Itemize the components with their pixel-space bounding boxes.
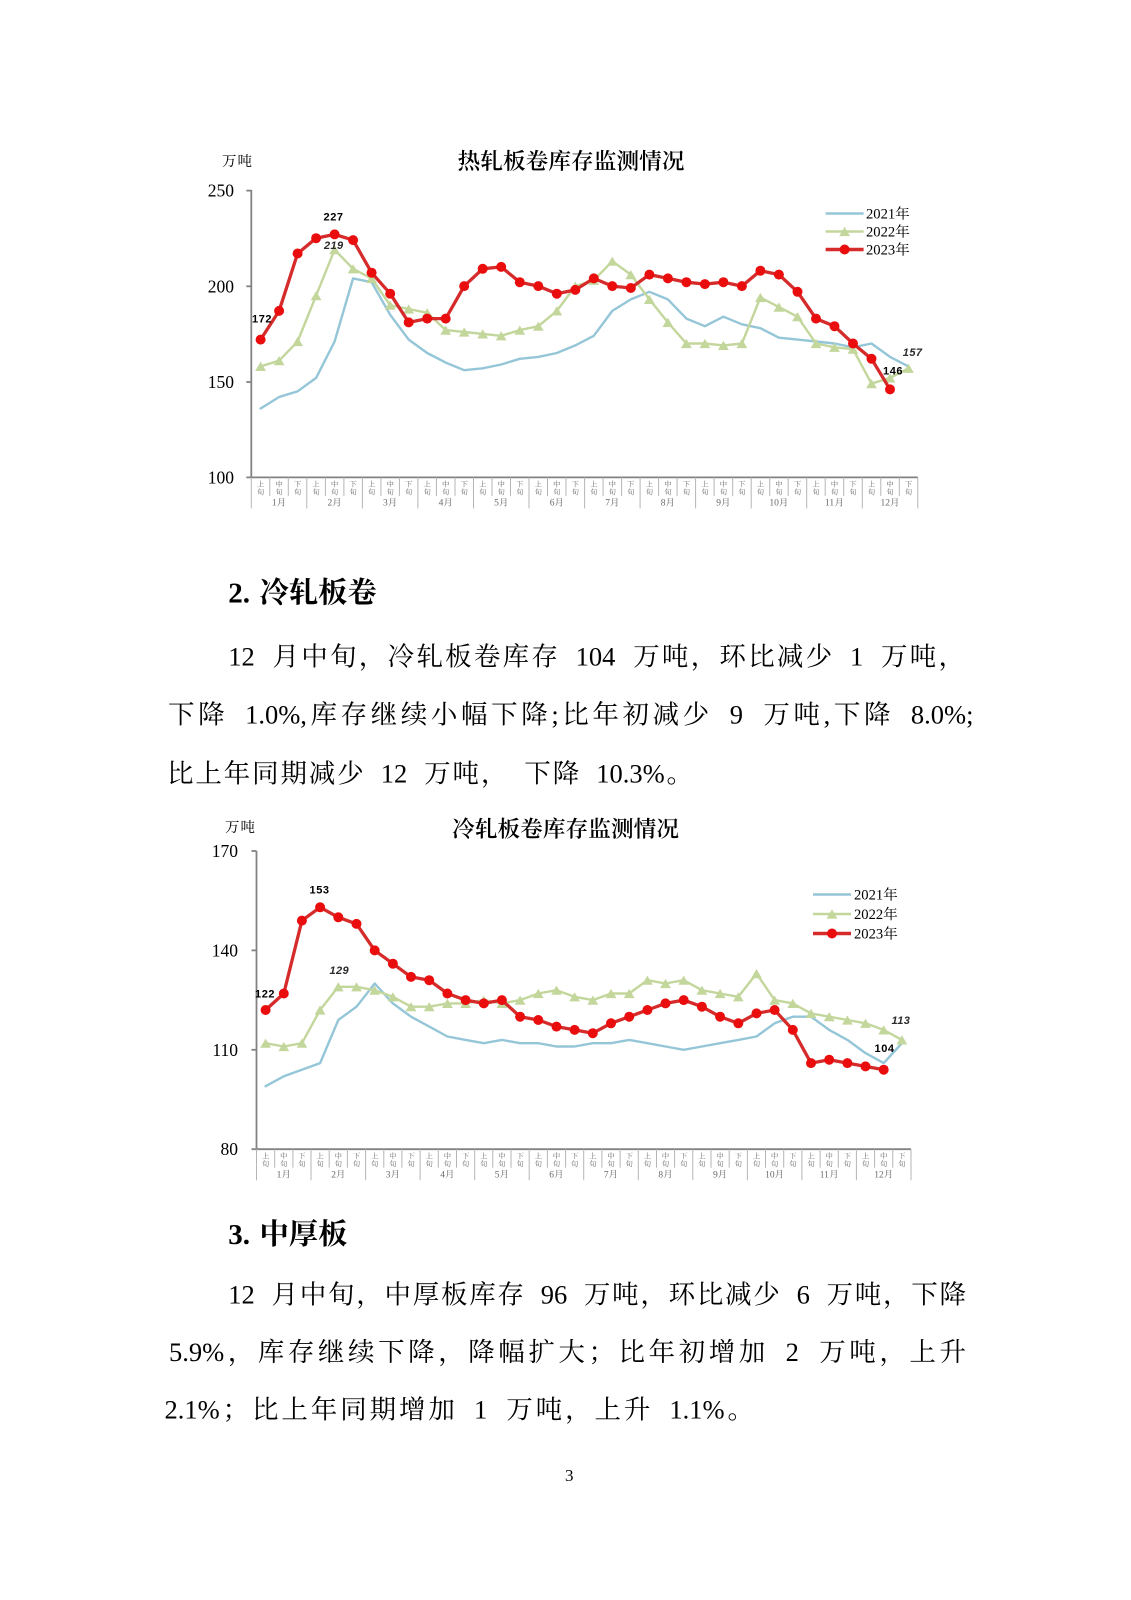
svg-text:104: 104 (576, 642, 616, 672)
svg-text:9: 9 (730, 700, 743, 730)
svg-text:5: 5 (494, 499, 499, 509)
svg-text:8: 8 (658, 1171, 663, 1181)
svg-text:8.0%;: 8.0%; (911, 700, 974, 730)
svg-text:200: 200 (208, 276, 235, 296)
svg-text:2: 2 (328, 499, 333, 509)
svg-text:10.3%: 10.3% (596, 759, 664, 789)
svg-text:113: 113 (892, 1015, 911, 1027)
svg-text:2: 2 (331, 1171, 336, 1181)
svg-text:122: 122 (255, 988, 275, 1000)
svg-text:1: 1 (850, 642, 863, 672)
svg-text:9: 9 (713, 1171, 718, 1181)
svg-text:12: 12 (381, 759, 408, 789)
svg-text:2.: 2. (228, 578, 250, 610)
svg-text:2022: 2022 (866, 225, 895, 241)
svg-text:3: 3 (386, 1171, 391, 1181)
svg-text:146: 146 (883, 366, 903, 378)
svg-text:170: 170 (212, 841, 239, 861)
svg-text:12: 12 (228, 642, 255, 672)
svg-text:2021: 2021 (854, 888, 883, 904)
svg-text:6: 6 (549, 1171, 554, 1181)
svg-text:10: 10 (765, 1171, 775, 1181)
svg-text:2.1%: 2.1% (165, 1395, 220, 1425)
svg-text:96: 96 (541, 1280, 568, 1310)
svg-text:12: 12 (874, 1171, 884, 1181)
svg-text:12: 12 (228, 1280, 255, 1310)
svg-text:1: 1 (272, 499, 277, 509)
svg-text:2: 2 (786, 1337, 799, 1367)
svg-text:1.0%,: 1.0%, (245, 700, 307, 730)
svg-text:5.9%: 5.9% (169, 1337, 224, 1367)
svg-text:129: 129 (330, 965, 350, 977)
svg-text:157: 157 (903, 347, 923, 359)
svg-text:3.: 3. (228, 1219, 250, 1251)
svg-text:11: 11 (820, 1171, 829, 1181)
svg-text:4: 4 (440, 1171, 445, 1181)
svg-text:3: 3 (565, 1466, 574, 1485)
svg-text:5: 5 (495, 1171, 500, 1181)
svg-text:;: ; (551, 700, 558, 730)
svg-text:1: 1 (277, 1171, 282, 1181)
svg-text:10: 10 (769, 499, 779, 509)
svg-text:7: 7 (604, 1171, 609, 1181)
svg-text:104: 104 (875, 1043, 895, 1055)
svg-text:80: 80 (221, 1139, 239, 1159)
svg-text:172: 172 (252, 314, 272, 326)
svg-text:2021: 2021 (866, 207, 895, 223)
svg-text:9: 9 (716, 499, 721, 509)
svg-text:219: 219 (323, 240, 344, 252)
svg-text:2023: 2023 (854, 927, 883, 943)
svg-text:3: 3 (383, 499, 388, 509)
svg-text:1: 1 (474, 1395, 487, 1425)
svg-text:110: 110 (212, 1040, 238, 1060)
svg-text:4: 4 (439, 499, 444, 509)
svg-text:1.1%: 1.1% (669, 1395, 724, 1425)
svg-text:153: 153 (310, 885, 330, 897)
svg-text:12: 12 (881, 499, 891, 509)
svg-text:227: 227 (324, 211, 344, 223)
svg-text:100: 100 (208, 467, 235, 487)
svg-text:8: 8 (661, 499, 666, 509)
svg-text:6: 6 (797, 1280, 810, 1310)
svg-text:,: , (824, 700, 831, 730)
svg-text:6: 6 (550, 499, 555, 509)
svg-text:2023: 2023 (866, 243, 895, 259)
svg-text:7: 7 (605, 499, 610, 509)
svg-text:150: 150 (208, 372, 235, 392)
svg-text:140: 140 (212, 940, 239, 960)
svg-text:250: 250 (208, 181, 235, 201)
svg-text:2022: 2022 (854, 907, 883, 923)
svg-text:11: 11 (825, 499, 834, 509)
